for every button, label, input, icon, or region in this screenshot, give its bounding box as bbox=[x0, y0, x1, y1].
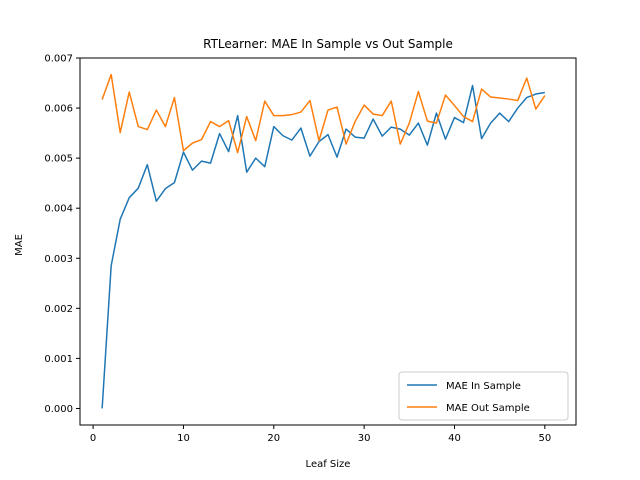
legend: MAE In Sample MAE Out Sample bbox=[398, 371, 569, 421]
series-layer bbox=[101, 73, 546, 409]
y-tick-label: 0.002 bbox=[44, 304, 73, 315]
y-tick-label: 0.001 bbox=[44, 354, 73, 365]
chart-title: RTLearner: MAE In Sample vs Out Sample bbox=[203, 37, 453, 51]
y-axis: 0.000 0.001 0.002 0.003 0.004 0.005 0.006 0.007 bbox=[44, 54, 80, 415]
y-axis-label: MAE bbox=[14, 234, 25, 256]
series-line-0 bbox=[101, 84, 545, 409]
x-axis-label: Leaf Size bbox=[306, 459, 351, 470]
y-tick-label: 0.000 bbox=[44, 404, 73, 415]
y-tick-label: 0.006 bbox=[44, 104, 73, 115]
plot-frame bbox=[79, 57, 577, 426]
y-tick-label: 0.003 bbox=[44, 254, 73, 265]
legend-label-out-sample: MAE Out Sample bbox=[446, 403, 530, 414]
y-tick-label: 0.007 bbox=[44, 54, 73, 65]
y-tick-label: 0.005 bbox=[44, 154, 73, 165]
y-tick-label: 0.004 bbox=[44, 204, 73, 215]
x-axis: 0 10 20 30 40 50 bbox=[90, 425, 551, 444]
legend-label-in-sample: MAE In Sample bbox=[446, 381, 521, 392]
x-tick-label: 40 bbox=[448, 433, 461, 444]
x-tick-label: 20 bbox=[267, 433, 280, 444]
x-tick-label: 30 bbox=[358, 433, 371, 444]
legend-box bbox=[398, 371, 569, 421]
x-tick-label: 0 bbox=[90, 433, 96, 444]
x-tick-label: 50 bbox=[538, 433, 551, 444]
x-tick-label: 10 bbox=[177, 433, 190, 444]
series-line-1 bbox=[101, 73, 546, 154]
